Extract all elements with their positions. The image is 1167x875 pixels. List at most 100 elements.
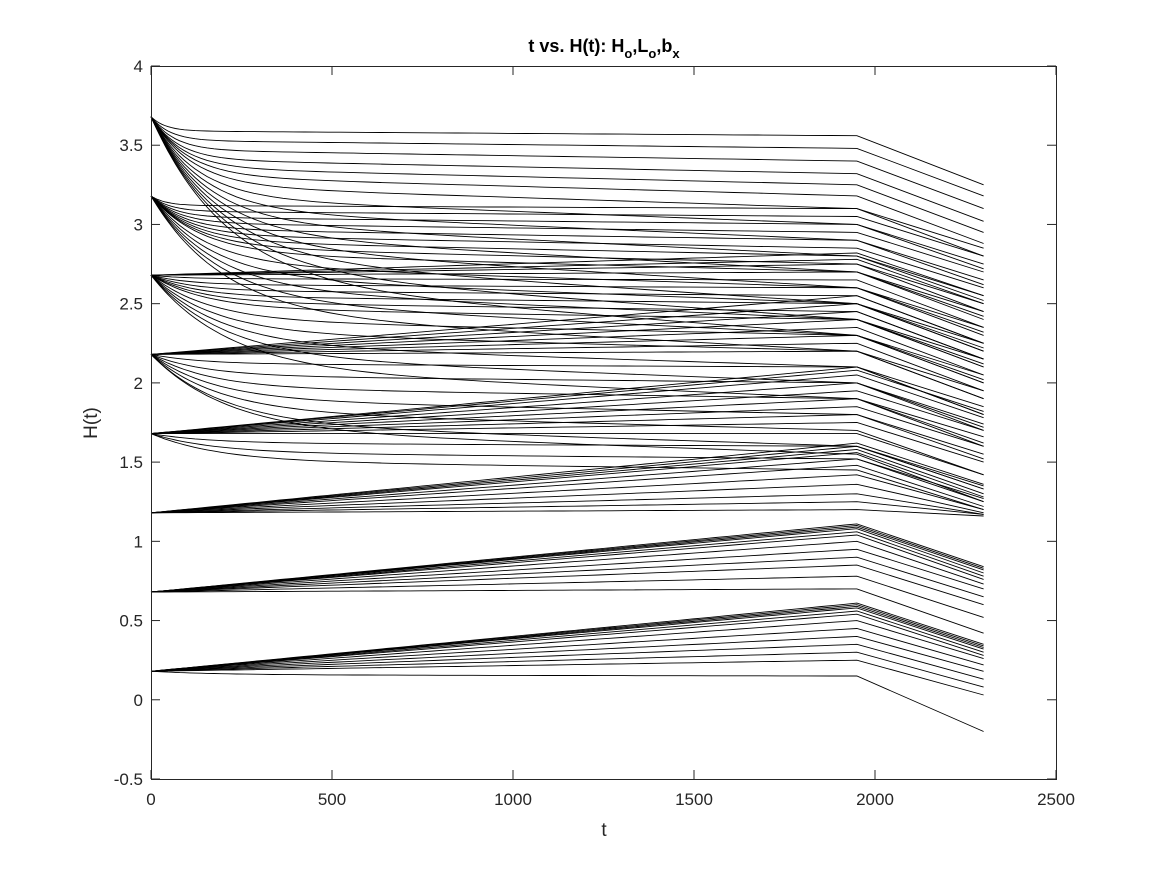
series-line (150, 556, 984, 598)
series-line (150, 659, 984, 696)
series-line (150, 564, 984, 606)
chart-title-sub-2: o (648, 46, 656, 61)
series-line (150, 422, 984, 463)
series-line (150, 353, 984, 428)
series-line (150, 195, 984, 281)
chart-title-sub-1: o (624, 46, 632, 61)
series-line (150, 353, 984, 460)
series-line (150, 369, 984, 435)
series-line (150, 195, 984, 376)
series-line (150, 374, 984, 435)
series-line (150, 540, 984, 593)
series-line (150, 406, 984, 447)
series-line (150, 483, 984, 514)
y-tick-label: 4 (134, 57, 143, 76)
series-line (150, 458, 984, 514)
series-line (150, 274, 984, 431)
series-line (150, 445, 984, 514)
series-line (150, 628, 984, 672)
series-line (150, 548, 984, 593)
y-tick-label: 2 (134, 374, 143, 393)
series-layer (150, 116, 984, 732)
series-line (150, 116, 984, 257)
series-line (150, 195, 984, 273)
series-line (150, 274, 984, 336)
series-line (150, 274, 984, 328)
series-line (150, 534, 984, 593)
series-line (150, 274, 984, 416)
y-tick-label: 1.5 (119, 453, 143, 472)
series-line (150, 651, 984, 688)
x-tick-label: 2500 (1037, 790, 1075, 809)
chart-title-mid-1: ,L (632, 36, 648, 56)
series-line (150, 274, 984, 384)
series-line (150, 531, 984, 593)
y-tick-label: -0.5 (114, 770, 143, 789)
series-line (150, 528, 984, 593)
series-line (150, 610, 984, 672)
x-tick-label: 2000 (856, 790, 894, 809)
series-line (150, 116, 984, 301)
y-tick-label: 3 (134, 215, 143, 234)
series-line (150, 620, 984, 672)
series-line (150, 116, 984, 197)
series-line (150, 326, 984, 376)
series-line (150, 195, 984, 249)
series-line (150, 433, 984, 487)
series-line (151, 433, 984, 476)
series-line (150, 448, 984, 514)
x-axis-title: t (601, 820, 607, 841)
series-line (150, 195, 984, 344)
series-line (150, 354, 984, 503)
series-line (150, 319, 984, 368)
series-line (150, 116, 984, 222)
series-line (150, 274, 984, 400)
series-line (150, 116, 984, 233)
series-line (150, 501, 984, 515)
series-line (150, 274, 984, 447)
series-line (150, 116, 984, 186)
series-line (150, 643, 984, 680)
plot-frame (151, 66, 1057, 780)
series-line (150, 452, 984, 514)
series-line (150, 353, 984, 444)
series-line (151, 271, 984, 320)
series-line (150, 116, 984, 270)
series-line (150, 116, 984, 244)
series-line (150, 433, 984, 511)
series-line (150, 195, 984, 289)
series-line (150, 382, 984, 435)
y-tick-label: 0 (134, 691, 143, 710)
y-tick-label: 2.5 (119, 295, 143, 314)
series-line (150, 116, 984, 286)
series-line (150, 353, 984, 476)
series-line (150, 195, 984, 392)
x-tick-label: 0 (146, 790, 155, 809)
y-tick-label: 1 (134, 532, 143, 551)
y-axis-title: H(t) (81, 407, 102, 439)
series-line (150, 274, 984, 352)
series-line (150, 116, 984, 317)
series-line (150, 433, 984, 500)
series-line (150, 366, 984, 435)
series-line (150, 414, 984, 455)
series-line (150, 398, 984, 438)
series-line (150, 575, 984, 618)
series-line (151, 353, 984, 416)
series-line (150, 295, 984, 355)
x-tick-label: 1000 (494, 790, 532, 809)
x-tick-label: 1500 (675, 790, 713, 809)
series-line (150, 474, 984, 514)
series-line (150, 334, 984, 384)
y-tick-label: 3.5 (119, 136, 143, 155)
series-line (150, 195, 984, 265)
chart-title-main: t vs. H(t): H (528, 36, 624, 56)
series-line (150, 116, 984, 210)
chart-title-mid-2: ,b (656, 36, 672, 56)
series-line (150, 493, 984, 515)
x-tick-label: 500 (318, 790, 346, 809)
series-line (150, 274, 984, 344)
series-line (150, 116, 984, 381)
series-line (151, 509, 984, 517)
